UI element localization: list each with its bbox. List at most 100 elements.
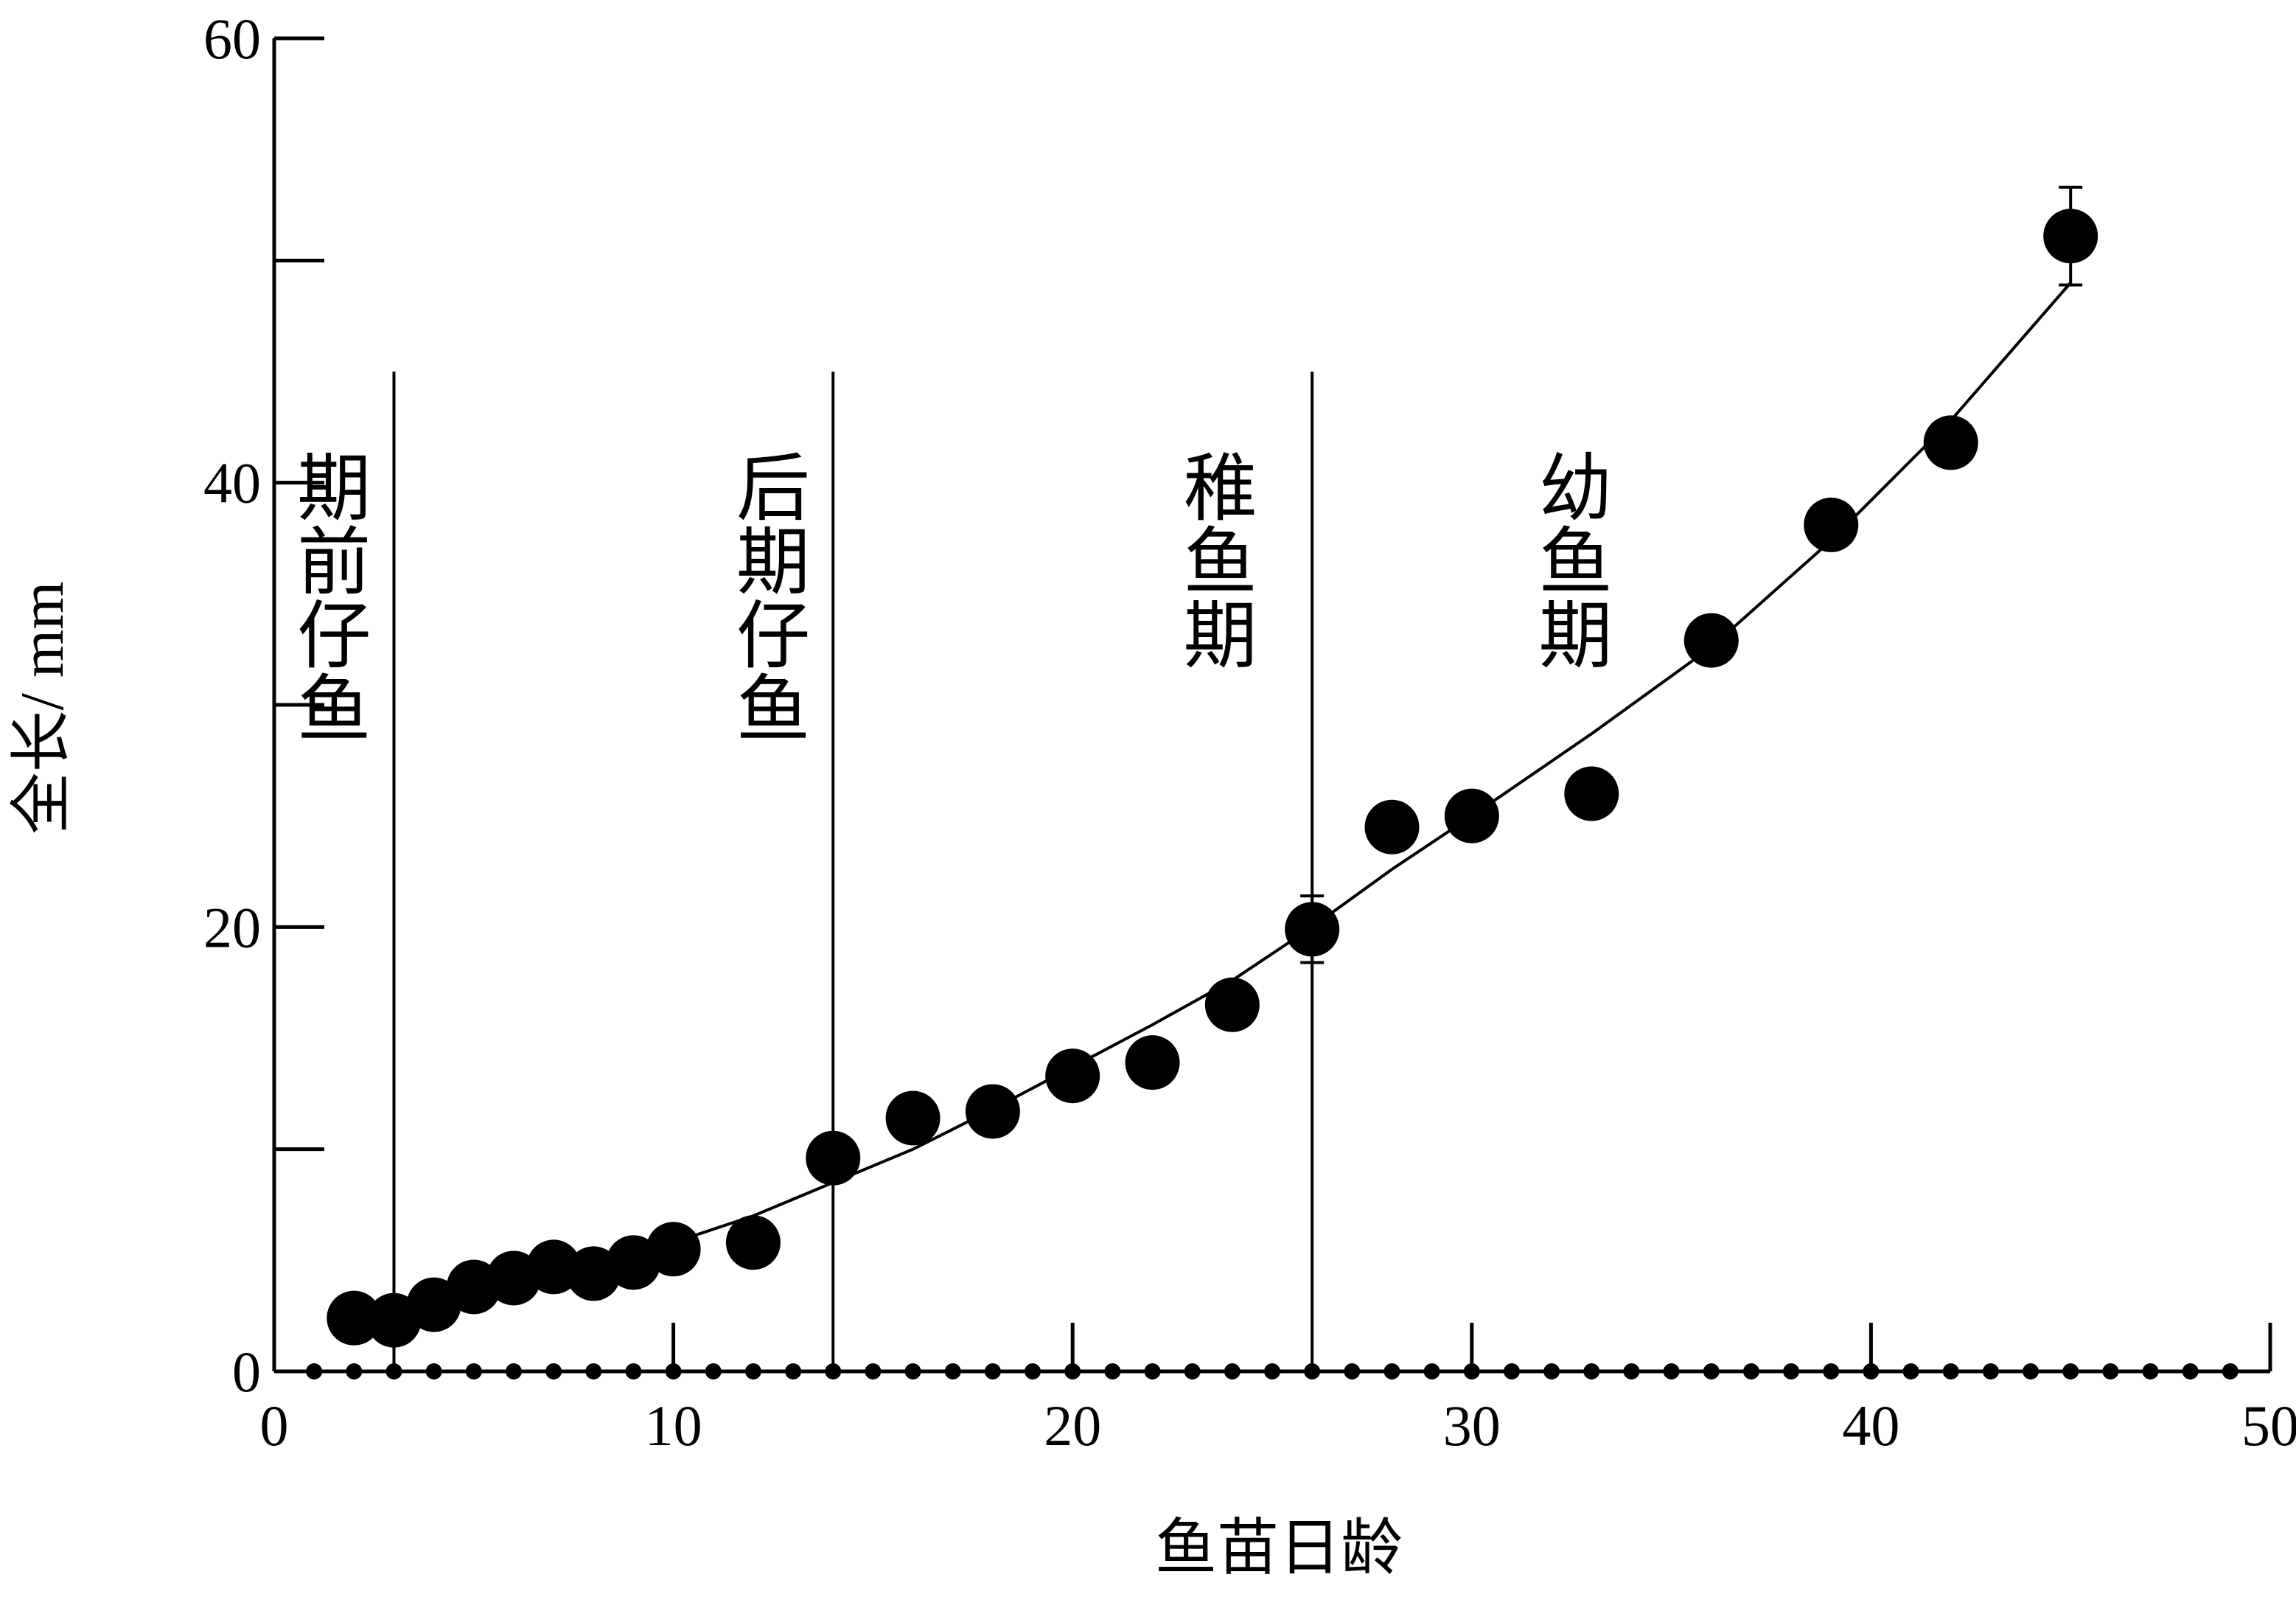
y-tick-label: 40 bbox=[203, 451, 261, 515]
x-axis-marker bbox=[825, 1363, 842, 1379]
x-tick-label: 40 bbox=[1842, 1394, 1899, 1458]
data-point bbox=[1045, 1048, 1100, 1104]
stage-label-char: 后 bbox=[736, 448, 810, 530]
x-axis-marker bbox=[744, 1363, 761, 1379]
x-axis-marker bbox=[505, 1363, 522, 1379]
x-axis-marker bbox=[1064, 1363, 1081, 1379]
x-axis-marker bbox=[585, 1363, 602, 1379]
stage-label-char: 稚 bbox=[1184, 448, 1257, 530]
data-point bbox=[1804, 497, 1859, 552]
x-axis-marker bbox=[1543, 1363, 1560, 1379]
data-point bbox=[1564, 766, 1619, 821]
y-tick-label: 60 bbox=[203, 7, 261, 71]
x-axis-marker bbox=[1224, 1363, 1241, 1379]
x-axis-marker bbox=[665, 1363, 682, 1379]
data-point bbox=[1125, 1035, 1180, 1090]
x-axis-marker bbox=[425, 1363, 442, 1379]
x-axis-marker bbox=[1104, 1363, 1121, 1379]
data-point bbox=[2043, 209, 2098, 264]
stage-label-char: 仔 bbox=[297, 596, 371, 678]
x-axis-marker bbox=[904, 1363, 921, 1379]
x-axis-marker bbox=[1703, 1363, 1720, 1379]
x-axis-marker bbox=[984, 1363, 1001, 1379]
tick-labels: 0 10 20 30 40 50 0 20 40 60 bbox=[203, 7, 2296, 1458]
x-tick-label: 50 bbox=[2241, 1394, 2296, 1458]
x-axis-marker bbox=[1783, 1363, 1800, 1379]
x-tick-label: 20 bbox=[1044, 1394, 1101, 1458]
stage-label-char: 鱼 bbox=[736, 669, 810, 751]
y-tick-label: 0 bbox=[232, 1340, 261, 1404]
x-axis-marker bbox=[705, 1363, 722, 1379]
y-tick-label: 20 bbox=[203, 895, 261, 959]
x-axis-marker bbox=[306, 1363, 323, 1379]
stage-label-char: 期 bbox=[1539, 596, 1613, 678]
x-axis-marker bbox=[1742, 1363, 1759, 1379]
stage-label-char: 期 bbox=[297, 448, 371, 530]
x-axis-marker bbox=[1863, 1363, 1880, 1379]
data-point bbox=[1364, 799, 1420, 855]
x-axis-markers bbox=[306, 1363, 2239, 1379]
x-axis-marker bbox=[944, 1363, 961, 1379]
stage-label-char: 期 bbox=[736, 522, 810, 604]
x-axis-marker bbox=[2142, 1363, 2159, 1379]
data-point bbox=[1683, 613, 1739, 668]
stage-label-char: 幼 bbox=[1539, 448, 1613, 530]
axes bbox=[272, 36, 2272, 1374]
x-axis-marker bbox=[385, 1363, 402, 1379]
x-axis-marker bbox=[1663, 1363, 1680, 1379]
stage-label-char: 前 bbox=[297, 522, 371, 604]
x-axis-marker bbox=[1823, 1363, 1840, 1379]
stage-label: 稚鱼期 bbox=[1184, 448, 1257, 678]
x-axis-marker bbox=[465, 1363, 482, 1379]
x-tick-label: 10 bbox=[645, 1394, 702, 1458]
x-axis-marker bbox=[2062, 1363, 2079, 1379]
data-point bbox=[1204, 977, 1260, 1032]
x-axis-marker bbox=[1583, 1363, 1600, 1379]
x-axis-marker bbox=[1503, 1363, 1520, 1379]
x-axis-marker bbox=[1025, 1363, 1041, 1379]
data-point bbox=[327, 1290, 382, 1346]
x-axis-marker bbox=[1623, 1363, 1640, 1379]
data-point bbox=[1285, 902, 1340, 957]
x-axis-marker bbox=[2102, 1363, 2119, 1379]
fit-curve bbox=[394, 282, 2072, 1315]
data-point bbox=[965, 1084, 1020, 1139]
x-axis-marker bbox=[346, 1363, 363, 1379]
stage-label-char: 期 bbox=[1184, 596, 1257, 678]
stage-lines bbox=[392, 372, 1314, 1371]
x-axis-marker bbox=[1144, 1363, 1161, 1379]
x-axis-marker bbox=[1304, 1363, 1321, 1379]
data-point bbox=[1923, 415, 1978, 470]
stage-label-char: 仔 bbox=[736, 596, 810, 678]
stage-label-char: 鱼 bbox=[297, 669, 371, 751]
x-axis-marker bbox=[1942, 1363, 1959, 1379]
x-axis-marker bbox=[545, 1363, 562, 1379]
x-axis-marker bbox=[1383, 1363, 1400, 1379]
data-point bbox=[885, 1090, 941, 1146]
data-point bbox=[1444, 788, 1499, 843]
data-points bbox=[327, 185, 2098, 1348]
x-axis-marker bbox=[1184, 1363, 1201, 1379]
stage-label-char: 鱼 bbox=[1184, 522, 1257, 604]
x-tick-label: 30 bbox=[1443, 1394, 1501, 1458]
data-point bbox=[806, 1130, 861, 1186]
fit-curve-layer bbox=[394, 282, 2072, 1315]
x-axis-marker bbox=[1344, 1363, 1361, 1379]
x-axis-title: 鱼苗日龄 bbox=[1155, 1514, 1403, 1583]
x-axis-marker bbox=[2023, 1363, 2039, 1379]
x-axis-marker bbox=[1902, 1363, 1919, 1379]
stage-label: 幼鱼期 bbox=[1539, 448, 1613, 678]
x-axis-marker bbox=[1982, 1363, 1999, 1379]
x-axis-marker bbox=[2182, 1363, 2199, 1379]
x-axis-marker bbox=[1264, 1363, 1280, 1379]
x-axis-marker bbox=[1423, 1363, 1440, 1379]
x-axis-marker bbox=[625, 1363, 642, 1379]
x-axis-marker bbox=[1463, 1363, 1480, 1379]
x-axis-marker bbox=[2222, 1363, 2239, 1379]
x-axis-marker bbox=[785, 1363, 802, 1379]
x-tick-label: 0 bbox=[260, 1394, 289, 1458]
